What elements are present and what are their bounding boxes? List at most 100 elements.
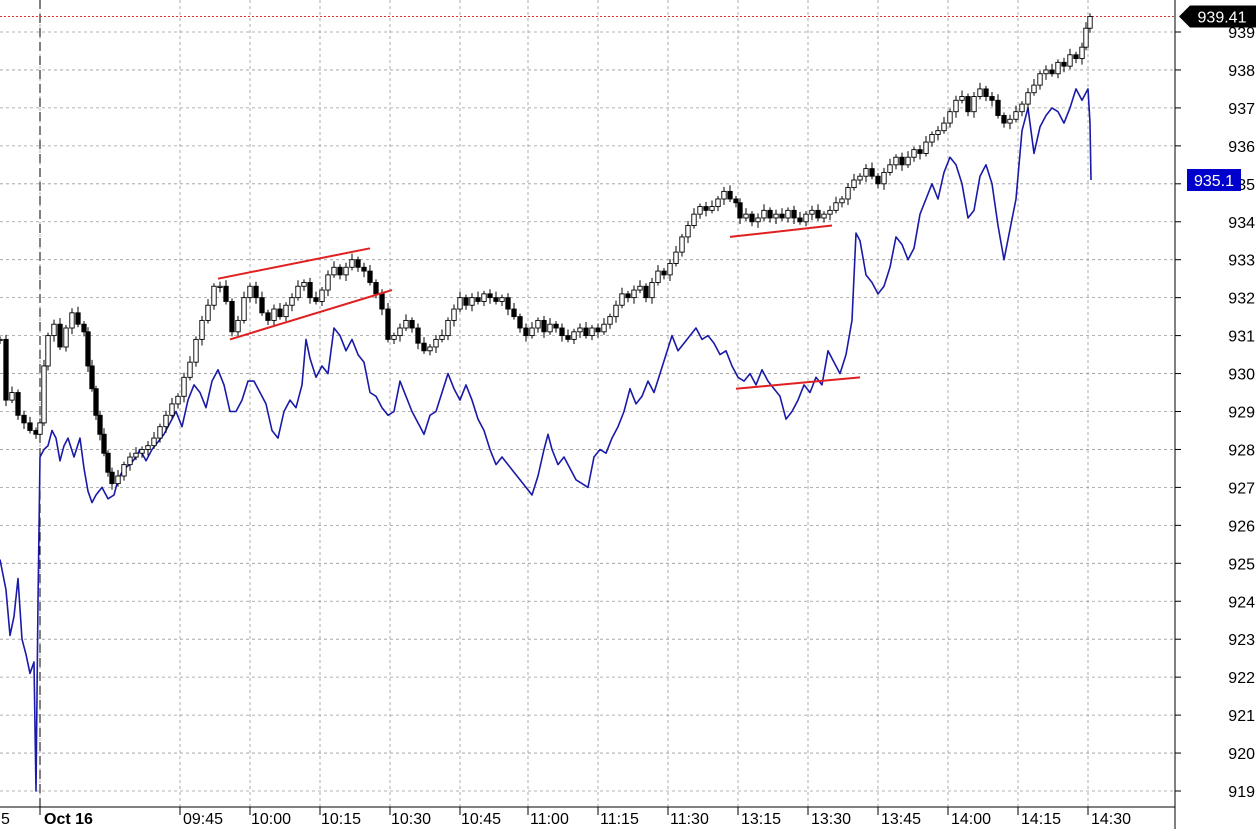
- candle-body: [361, 266, 367, 272]
- candle: [971, 91, 977, 118]
- candle-body: [1067, 54, 1073, 67]
- candle: [571, 328, 577, 344]
- candle-body: [109, 471, 115, 485]
- candle-body: [127, 456, 133, 466]
- candle-body: [1087, 15, 1093, 29]
- candle: [115, 469, 121, 487]
- x-tick-label: 14:15: [1021, 811, 1061, 828]
- candle: [295, 280, 301, 301]
- candle-body: [821, 213, 827, 219]
- candle: [517, 313, 523, 333]
- candle: [289, 293, 295, 312]
- candle-body: [875, 175, 881, 185]
- candle: [857, 173, 863, 185]
- candle: [223, 280, 229, 305]
- candle-body: [445, 319, 451, 337]
- candle-body: [271, 308, 277, 321]
- candle-body: [947, 111, 953, 124]
- candle-body: [749, 213, 755, 223]
- candle-body: [601, 323, 607, 333]
- price-labels: 939.41 935.1: [1179, 5, 1256, 192]
- candle-body: [277, 308, 283, 318]
- candle: [307, 277, 313, 304]
- candle: [1083, 22, 1089, 51]
- x-tick-label: 10:45: [461, 811, 501, 828]
- candle: [977, 82, 983, 100]
- candle-body: [953, 99, 959, 113]
- x-tick-label: 11:30: [670, 811, 709, 828]
- last-price-badge-bg: [1179, 5, 1256, 28]
- candle-body: [421, 342, 427, 352]
- candle: [121, 461, 127, 481]
- candle: [721, 186, 727, 206]
- candle-body: [667, 263, 673, 276]
- candle: [63, 324, 69, 352]
- candle: [139, 446, 145, 458]
- candle: [869, 162, 875, 180]
- candle-body: [1001, 115, 1007, 124]
- candle-body: [505, 297, 511, 310]
- candle: [923, 135, 929, 157]
- candle: [109, 467, 115, 490]
- candle: [433, 334, 439, 354]
- candle: [803, 211, 809, 227]
- candle-body: [1043, 69, 1049, 75]
- y-tick-label: 922: [1228, 670, 1255, 687]
- candle-body: [121, 464, 127, 477]
- candle: [553, 321, 559, 333]
- candle-body: [815, 209, 821, 219]
- candle-body: [349, 259, 355, 268]
- candle: [511, 302, 517, 320]
- candle: [1049, 63, 1055, 77]
- candle-body: [887, 164, 893, 173]
- candle: [917, 145, 923, 160]
- candle: [391, 332, 397, 344]
- x-tick-label: 10:00: [251, 811, 291, 828]
- blue-price-badge-bg: [1187, 169, 1241, 192]
- x-axis-panel: [0, 807, 1175, 829]
- candle: [343, 262, 349, 281]
- candle-body: [101, 433, 107, 454]
- y-axis-panel: [1175, 0, 1259, 829]
- candle: [157, 423, 163, 443]
- candle-body: [21, 414, 27, 424]
- candle: [319, 287, 325, 306]
- candle: [631, 285, 637, 304]
- candle: [283, 302, 289, 322]
- candle-body: [839, 198, 845, 204]
- candle-body: [451, 308, 457, 321]
- candle: [1079, 42, 1085, 65]
- candle: [259, 291, 265, 316]
- y-tick-label: 924: [1228, 594, 1255, 611]
- x-tick-label: 10:30: [391, 811, 431, 828]
- candle-body: [295, 285, 301, 299]
- candle: [881, 167, 887, 190]
- candle: [229, 298, 235, 337]
- candle: [487, 289, 493, 304]
- price-candles: [0, 13, 1093, 490]
- candle-body: [697, 206, 703, 215]
- candle-body: [899, 156, 905, 166]
- candle: [51, 319, 57, 342]
- candle-body: [929, 134, 935, 143]
- candle: [181, 372, 187, 403]
- candle-body: [259, 297, 265, 314]
- candle: [863, 164, 869, 183]
- candle: [3, 334, 9, 407]
- candle-body: [187, 361, 193, 378]
- candle-body: [833, 202, 839, 211]
- x-tick-label: 13:45: [881, 811, 921, 828]
- candle-body: [63, 327, 69, 348]
- blue-support-trendline: [735, 376, 861, 390]
- candle-body: [881, 171, 887, 185]
- candle-body: [649, 282, 655, 299]
- candle-body: [415, 327, 421, 344]
- candle-body: [457, 297, 463, 310]
- candle: [493, 291, 499, 305]
- candle: [247, 283, 253, 303]
- candle-body: [779, 213, 785, 219]
- candle: [761, 204, 767, 221]
- candle: [779, 208, 785, 221]
